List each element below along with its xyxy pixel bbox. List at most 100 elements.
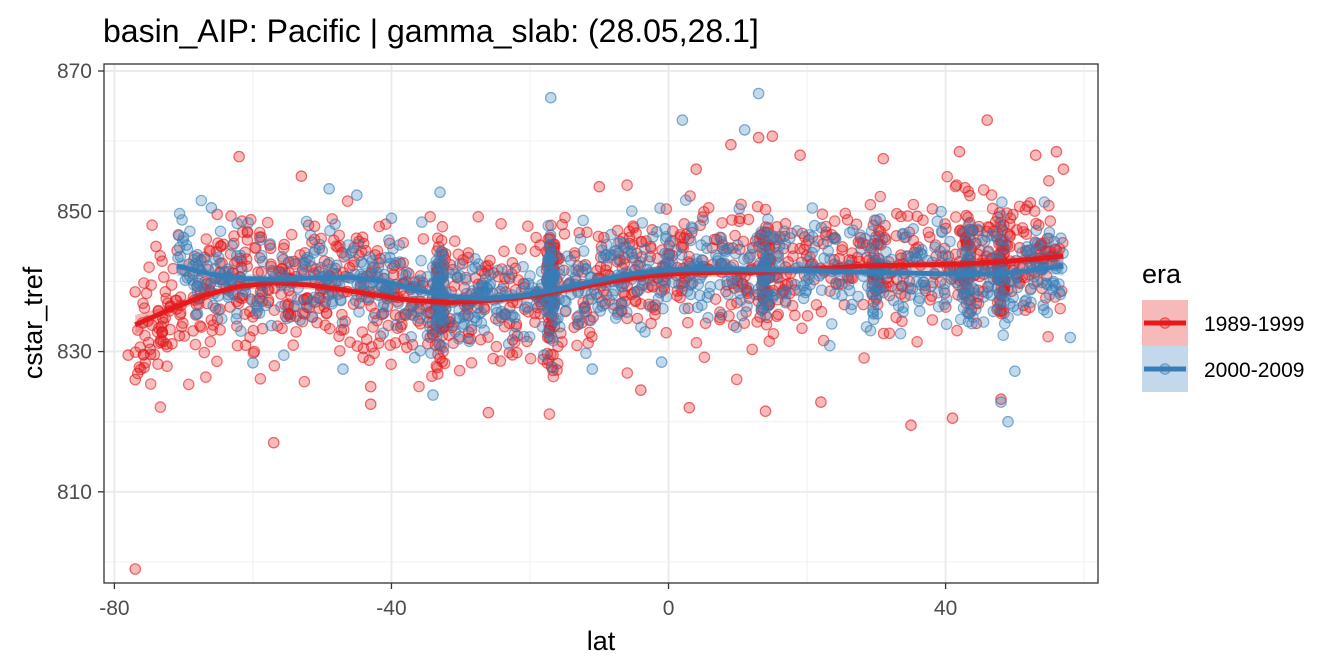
data-point xyxy=(323,183,335,195)
data-point xyxy=(951,324,963,337)
data-point xyxy=(697,214,710,226)
data-point xyxy=(572,315,585,327)
data-point xyxy=(295,170,308,182)
data-point xyxy=(194,320,206,332)
data-point xyxy=(458,318,470,330)
data-point xyxy=(958,227,970,240)
data-point xyxy=(366,261,379,274)
data-point xyxy=(150,240,162,253)
data-point xyxy=(244,331,256,343)
data-point xyxy=(839,207,852,220)
data-point xyxy=(264,238,276,250)
data-point xyxy=(767,327,780,340)
smooth-layer xyxy=(134,246,1064,335)
data-point xyxy=(868,214,881,226)
data-point xyxy=(806,202,819,214)
data-point xyxy=(556,336,568,348)
data-point xyxy=(733,215,745,228)
data-point xyxy=(300,215,313,228)
series-points-2000-2009 xyxy=(172,87,1077,428)
data-point xyxy=(674,291,686,304)
data-point xyxy=(492,264,504,277)
data-point xyxy=(683,401,696,414)
data-point xyxy=(801,309,814,322)
data-point xyxy=(870,293,883,306)
data-point xyxy=(926,314,939,326)
data-point xyxy=(841,214,854,226)
data-point xyxy=(558,228,571,240)
data-point xyxy=(815,396,827,408)
data-point xyxy=(995,221,1008,234)
data-point xyxy=(1007,300,1020,313)
data-point xyxy=(956,291,969,304)
data-point xyxy=(606,288,619,301)
data-point xyxy=(268,359,281,372)
data-point xyxy=(967,287,980,299)
data-point xyxy=(453,333,465,345)
data-point xyxy=(158,271,170,283)
data-point xyxy=(424,211,436,223)
data-point xyxy=(254,372,267,385)
data-point xyxy=(214,225,227,238)
data-point xyxy=(542,253,554,266)
data-point xyxy=(981,246,994,258)
data-point xyxy=(203,244,215,256)
data-point xyxy=(138,361,150,374)
data-point xyxy=(503,271,516,283)
data-point xyxy=(241,234,254,246)
data-point xyxy=(789,309,801,322)
data-point xyxy=(702,311,714,324)
data-point xyxy=(981,114,993,126)
data-point xyxy=(746,343,758,356)
data-point xyxy=(872,287,885,300)
data-point xyxy=(691,301,704,314)
data-point xyxy=(815,284,828,296)
data-point xyxy=(503,346,516,359)
data-point xyxy=(602,251,615,264)
data-point xyxy=(225,210,237,222)
data-point xyxy=(1036,276,1048,289)
data-point xyxy=(341,195,354,207)
data-point xyxy=(631,285,643,298)
data-point xyxy=(1046,277,1059,289)
data-point xyxy=(621,367,634,379)
data-point xyxy=(195,194,208,207)
data-point xyxy=(845,303,857,315)
data-point xyxy=(585,293,598,305)
data-point xyxy=(436,220,449,233)
data-point xyxy=(621,179,633,191)
data-point xyxy=(713,231,726,244)
data-point xyxy=(829,232,841,244)
data-point xyxy=(1043,289,1056,301)
data-point xyxy=(275,300,287,313)
data-point xyxy=(923,231,936,243)
data-point xyxy=(174,309,186,321)
data-point xyxy=(241,225,253,238)
data-point xyxy=(917,214,929,226)
data-point xyxy=(261,216,274,229)
data-point xyxy=(1024,283,1037,296)
data-point xyxy=(1064,331,1077,344)
data-point xyxy=(1030,224,1043,237)
data-point xyxy=(883,327,896,340)
data-point xyxy=(741,300,753,312)
data-point xyxy=(772,247,784,259)
data-point xyxy=(278,238,290,251)
data-point xyxy=(255,249,268,262)
data-point xyxy=(733,203,745,215)
data-point xyxy=(949,211,962,223)
data-point xyxy=(685,278,697,290)
data-point xyxy=(415,254,427,267)
data-point xyxy=(393,256,406,268)
data-point xyxy=(876,233,889,246)
data-point xyxy=(437,341,450,354)
data-point xyxy=(681,316,694,329)
data-point xyxy=(174,250,187,263)
data-point xyxy=(200,278,212,291)
data-point xyxy=(731,278,744,290)
y-tick-label: 850 xyxy=(57,200,92,223)
data-point xyxy=(277,242,290,255)
data-point xyxy=(367,311,380,324)
data-point xyxy=(890,207,903,220)
